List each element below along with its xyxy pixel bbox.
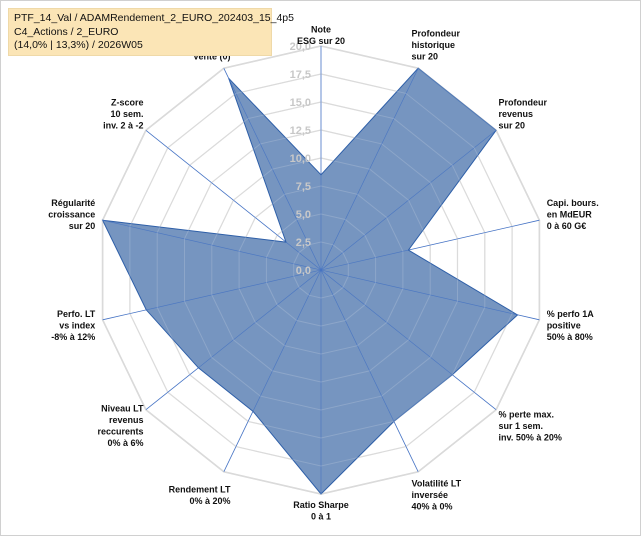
axis-label: Perfo. LT vs index -8% à 12% xyxy=(51,309,96,342)
axis-spoke-inner xyxy=(320,249,409,271)
tick-label: 15,0 xyxy=(290,97,311,109)
axis-label: Z-score 10 sem. inv. 2 à -2 xyxy=(103,98,143,131)
tick-label: 2,5 xyxy=(296,237,311,249)
axis-spoke-inner xyxy=(146,269,322,311)
tick-label: 20,0 xyxy=(290,41,311,53)
grid-ring-overlay xyxy=(293,241,349,299)
tick-label: 0,0 xyxy=(296,265,311,277)
grid-ring-overlay xyxy=(238,185,404,355)
grid-ring-overlay xyxy=(184,129,458,411)
axis-label: Note ESG sur 20 xyxy=(297,25,345,47)
axis-spoke-inner xyxy=(285,241,322,271)
title-line-2: C4_Actions / 2_EURO xyxy=(14,25,119,38)
axis-spoke-inner xyxy=(320,269,395,422)
axis-spoke-inner xyxy=(102,219,322,271)
axis-spoke-inner xyxy=(198,269,322,369)
tick-label: 12,5 xyxy=(290,125,311,137)
axis-label: Capi. bours. en MdEUR 0 à 60 G€ xyxy=(547,198,599,231)
axis-label: % perte max. sur 1 sem. inv. 50% à 20% xyxy=(499,409,562,442)
title-line-1: PTF_14_Val / ADAMRendement_2_EURO_202403… xyxy=(14,12,294,24)
axis-spoke-inner xyxy=(228,78,322,271)
axis-spoke-inner xyxy=(320,68,419,271)
axis-spoke-inner xyxy=(320,269,518,316)
axis-label: Rendement LT 0% à 20% xyxy=(169,485,231,507)
tick-label: 17,5 xyxy=(290,69,311,81)
axis-label: Ratio Sharpe 0 à 1 xyxy=(293,500,349,522)
grid-ring-overlay xyxy=(129,73,513,467)
axis-spoke-inner xyxy=(252,269,322,412)
axis-label: % perfo 1A positive 50% à 80% xyxy=(547,309,595,342)
grid-ring-overlay xyxy=(156,101,486,439)
axis-label: Profondeur revenus sur 20 xyxy=(499,98,548,131)
tick-label: 10,0 xyxy=(290,153,311,165)
axis-spoke-inner xyxy=(320,130,497,271)
axis-label: Niveau LT revenus reccurents 0% à 6% xyxy=(97,404,144,449)
axis-spoke-inner xyxy=(320,269,453,375)
chart-title-box: PTF_14_Val / ADAMRendement_2_EURO_202403… xyxy=(8,8,294,56)
grid-ring-overlay xyxy=(211,157,431,383)
grid-ring-overlay xyxy=(102,45,540,495)
axis-label: Volatilité LT inversée 40% à 0% xyxy=(412,479,462,512)
grid-ring-overlay xyxy=(265,213,377,327)
tick-label: 5,0 xyxy=(296,209,311,221)
title-line-3: (14,0% | 13,3%) / 2026W05 xyxy=(14,39,143,51)
axis-label: Profondeur historique sur 20 xyxy=(412,28,461,61)
tick-label: 7,5 xyxy=(296,181,311,193)
axis-label: Régularité croissance sur 20 xyxy=(48,198,95,231)
